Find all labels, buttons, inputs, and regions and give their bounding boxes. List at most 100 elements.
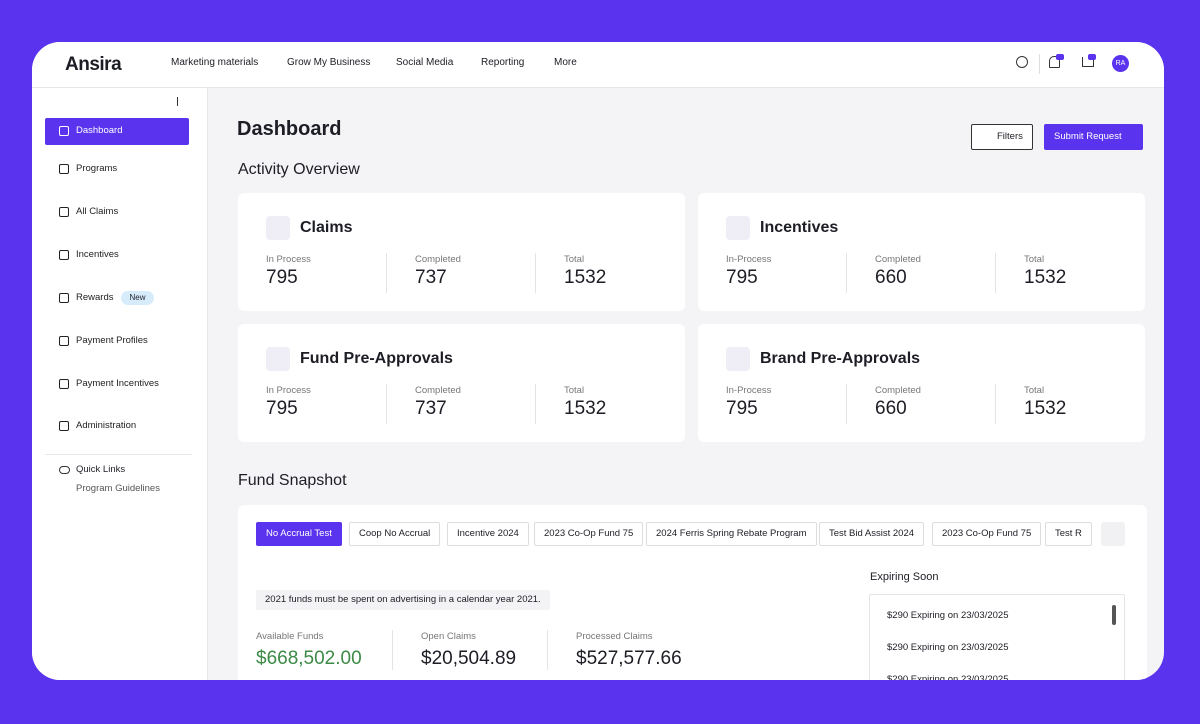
fund-value: $527,577.66 xyxy=(576,648,682,669)
card-icon xyxy=(266,347,290,371)
active-item xyxy=(45,118,189,145)
divider xyxy=(535,384,536,424)
nav-icon xyxy=(59,379,69,389)
section-heading: Activity Overview xyxy=(238,161,360,178)
expiring-item: $290 Expiring on 23/03/2025 xyxy=(887,642,1009,653)
sidebar: Dashboard Programs All Claims Incentives Rew… xyxy=(32,88,208,680)
nav-item[interactable]: Dashboard xyxy=(76,125,123,136)
stat-label: In-Process xyxy=(726,385,772,396)
stat-value: 660 xyxy=(875,267,907,288)
stat-value: 1532 xyxy=(1024,398,1067,419)
fund-tab[interactable]: 2023 Co-Op Fund 75 xyxy=(534,522,644,546)
avatar[interactable]: RA xyxy=(1112,55,1129,72)
divider xyxy=(995,253,996,293)
scrollbar xyxy=(1112,605,1116,625)
stat-label: Completed xyxy=(875,385,921,396)
divider xyxy=(386,253,387,293)
expiring-item: $290 Expiring on 23/03/2025 xyxy=(887,674,1009,680)
new-badge: New xyxy=(121,291,154,305)
fund-label: Processed Claims xyxy=(576,631,653,642)
section-heading: Fund Snapshot xyxy=(238,472,347,489)
nav-item[interactable]: Programs xyxy=(76,163,118,174)
nav-item[interactable]: Social Media xyxy=(396,57,454,68)
nav-item[interactable]: More xyxy=(554,57,577,68)
nav-icon xyxy=(59,336,69,346)
divider xyxy=(547,630,548,670)
stat-label: In-Process xyxy=(726,254,772,265)
nav-icon xyxy=(59,250,69,260)
fund-label: Open Claims xyxy=(421,631,476,642)
search-icon[interactable] xyxy=(1016,56,1028,68)
bell-icon[interactable] xyxy=(1049,56,1060,68)
stat-value: 660 xyxy=(875,398,907,419)
fund-tab[interactable]: Test R xyxy=(1045,522,1092,546)
stat-label: Completed xyxy=(875,254,921,265)
expiring-list: $290 Expiring on 23/03/2025 $290 Expiring… xyxy=(869,594,1125,680)
fund-tab[interactable]: Coop No Accrual xyxy=(349,522,441,546)
stat-value: 1532 xyxy=(1024,267,1067,288)
submit-button[interactable]: Submit Request xyxy=(1044,124,1143,150)
fund-tab[interactable]: 2024 Ferris Spring Rebate Program xyxy=(646,522,817,546)
stat-card: Claims In Process 795 Completed 737 Total 1532 xyxy=(238,193,685,311)
stat-label: Total xyxy=(564,254,585,265)
divider xyxy=(846,253,847,293)
nav-icon xyxy=(59,207,69,217)
nav-item[interactable]: Payment Profiles xyxy=(76,335,148,346)
fund-note: 2021 funds must be spent on advertising … xyxy=(256,590,550,610)
card-title: Brand Pre-Approvals xyxy=(760,350,921,367)
badge xyxy=(1056,54,1064,60)
stat-value: 795 xyxy=(726,267,758,288)
quick-links[interactable]: Quick Links xyxy=(76,464,126,475)
stat-value: 737 xyxy=(415,267,447,288)
tab-strip: No Accrual Test Coop No Accrual Incentive … xyxy=(256,522,1102,548)
divider xyxy=(846,384,847,424)
filters-button[interactable]: Filters xyxy=(971,124,1033,150)
divider xyxy=(995,384,996,424)
stat-label: In Process xyxy=(266,385,311,396)
stat-value: 795 xyxy=(266,267,298,288)
nav-item[interactable]: Administration xyxy=(76,420,137,431)
nav-item[interactable]: Incentives xyxy=(76,249,119,260)
card-title: Claims xyxy=(300,219,353,236)
stat-card: Brand Pre-Approvals In-Process 795 Complete… xyxy=(698,324,1145,442)
nav-item[interactable]: All Claims xyxy=(76,206,119,217)
expiring-item: $290 Expiring on 23/03/2025 xyxy=(887,610,1009,621)
divider xyxy=(386,384,387,424)
divider xyxy=(535,253,536,293)
nav-item[interactable]: Reporting xyxy=(481,57,525,68)
header: Ansira Marketing materials Grow My Busines… xyxy=(32,42,1164,88)
stat-card: Incentives In-Process 795 Completed 660 Total… xyxy=(698,193,1145,311)
fund-tab[interactable]: Test Bid Assist 2024 xyxy=(819,522,925,546)
stat-label: Total xyxy=(1024,385,1045,396)
stat-card: Fund Pre-Approvals In Process 795 Completed… xyxy=(238,324,685,442)
nav-icon xyxy=(59,164,69,174)
card-icon xyxy=(266,216,290,240)
stat-label: Total xyxy=(1024,254,1045,265)
cart-icon[interactable] xyxy=(1082,57,1094,67)
fund-panel: No Accrual Test Coop No Accrual Incentive … xyxy=(238,505,1147,680)
fund-value: $668,502.00 xyxy=(256,648,362,669)
nav-item[interactable]: Payment Incentives xyxy=(76,378,159,389)
fund-tab[interactable]: No Accrual Test xyxy=(256,522,342,546)
stat-value: 1532 xyxy=(564,267,607,288)
card-icon xyxy=(726,216,750,240)
tab-next[interactable] xyxy=(1101,522,1125,546)
nav-item[interactable]: Grow My Business xyxy=(287,57,371,68)
quick-link[interactable]: Program Guidelines xyxy=(76,483,160,494)
stat-label: Total xyxy=(564,385,585,396)
divider xyxy=(1039,54,1040,74)
stat-value: 737 xyxy=(415,398,447,419)
nav-item[interactable]: Rewards xyxy=(76,292,114,303)
card-icon xyxy=(726,347,750,371)
fund-tab[interactable]: Incentive 2024 xyxy=(447,522,529,546)
fund-tab[interactable]: 2023 Co-Op Fund 75 xyxy=(932,522,1042,546)
fund-value: $20,504.89 xyxy=(421,648,517,669)
collapse-icon[interactable] xyxy=(177,97,186,106)
divider xyxy=(392,630,393,670)
fund-label: Available Funds xyxy=(256,631,324,642)
expiring-heading: Expiring Soon xyxy=(870,571,939,583)
card-title: Incentives xyxy=(760,219,839,236)
stat-label: Completed xyxy=(415,254,461,265)
nav-item[interactable]: Marketing materials xyxy=(171,57,259,68)
